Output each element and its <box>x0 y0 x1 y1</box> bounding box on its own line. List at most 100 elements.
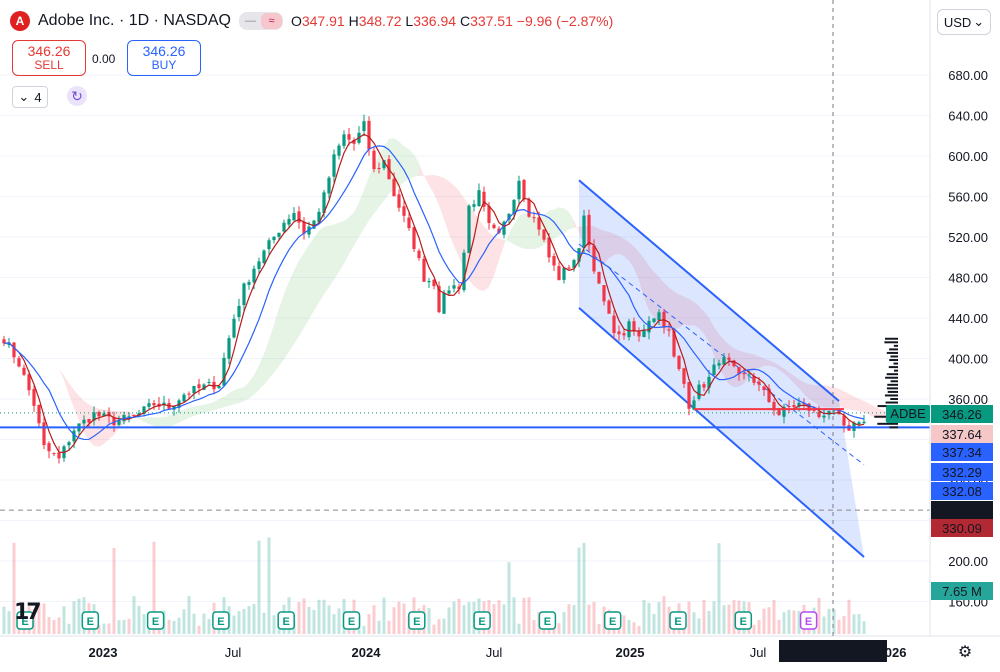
volume-bar <box>397 601 401 634</box>
candlesticks <box>2 114 866 464</box>
gear-icon[interactable]: ⚙ <box>957 644 973 661</box>
volume-bar <box>712 601 716 634</box>
earnings-marker[interactable]: E <box>277 611 295 630</box>
candle-body <box>197 384 201 389</box>
earnings-marker[interactable]: E <box>408 611 426 630</box>
channel-lower-line[interactable] <box>578 307 865 558</box>
buy-label: BUY <box>151 58 177 72</box>
toggle-right-icon[interactable]: ≈ <box>260 13 282 29</box>
cloud-segment <box>169 412 174 427</box>
candle-body <box>87 419 91 423</box>
earnings-marker[interactable]: E <box>212 611 230 630</box>
volume-bar <box>642 599 646 634</box>
cloud-segment <box>324 225 329 295</box>
cloud-segment <box>319 226 324 303</box>
cloud-segment <box>444 177 449 234</box>
indicators-toggle-button[interactable]: ⌄ 4 <box>12 86 48 108</box>
volume-bar <box>252 604 256 634</box>
profile-bar <box>889 426 898 429</box>
cloud-segment <box>669 287 674 332</box>
candle-body <box>417 250 421 259</box>
volume-bar <box>832 608 836 634</box>
earnings-marker[interactable]: E <box>473 611 491 630</box>
candle-body <box>252 268 256 283</box>
cloud-segment <box>734 348 739 388</box>
earnings-marker[interactable]: E <box>734 611 753 630</box>
price-labels: 346.26 337.64 337.34 332.29 332.08 250.20 330.… <box>886 405 993 600</box>
cloud-segment <box>649 265 654 318</box>
price-label: 250.20 <box>931 501 993 519</box>
refresh-icon[interactable]: ↻ <box>67 86 87 106</box>
volume-bar <box>562 611 566 634</box>
symbol-tag: ADBE <box>886 405 930 423</box>
price-label-bg <box>931 582 993 600</box>
earnings-marker[interactable]: E <box>16 611 34 630</box>
candle-body <box>292 213 296 221</box>
cloud-segment <box>434 175 439 206</box>
volume-bar <box>52 619 56 634</box>
candle-body <box>812 409 816 411</box>
earnings-marker[interactable]: E <box>669 611 687 630</box>
candle-body <box>642 330 646 338</box>
horizontal-lines[interactable] <box>0 408 930 511</box>
earnings-marker[interactable]: E <box>538 611 557 630</box>
cloud-segment <box>334 222 339 280</box>
candle-body <box>692 400 696 410</box>
chart-style-toggle[interactable]: — ≈ <box>238 12 283 30</box>
earnings-marker[interactable]: E <box>342 611 361 630</box>
cloud-segment <box>814 385 819 406</box>
candle-body <box>17 358 21 367</box>
cloud-segment <box>359 189 364 237</box>
cloud-segment <box>69 383 74 409</box>
cloud-segment <box>624 238 629 261</box>
toggle-left-icon[interactable]: — <box>244 15 256 27</box>
earnings-marker-label: E <box>283 616 290 628</box>
volume-bar <box>847 599 851 634</box>
volume-bar <box>127 618 131 634</box>
time-axis[interactable]: 2023 Jul 2024 Jul 2025 Jul 2026 <box>0 635 1000 660</box>
price-label-text: 330.09 <box>942 521 982 536</box>
volume-bar <box>442 618 446 634</box>
volume-bar <box>317 599 321 634</box>
buy-button[interactable]: 346.26 BUY <box>127 40 201 76</box>
tradingview-logo-icon[interactable]: 17 <box>14 600 42 625</box>
symbol-title[interactable]: Adobe Inc. · 1D · NASDAQ <box>38 12 231 29</box>
candle-body <box>512 199 516 214</box>
earnings-marker[interactable]: E <box>603 611 622 630</box>
cloud-segment <box>519 212 524 249</box>
price-label: 332.08 <box>931 482 993 500</box>
volume-bar <box>532 620 536 634</box>
candle-body <box>327 177 331 194</box>
price-axis[interactable]: 160.00200.00240.00280.00320.00360.00400.… <box>929 0 988 636</box>
cloud-segment <box>674 291 679 331</box>
volume-bar <box>557 623 561 634</box>
volume-bar <box>302 598 306 634</box>
cloud-segment <box>39 347 44 353</box>
volume-bar <box>197 625 201 634</box>
earnings-marker-box <box>669 611 687 630</box>
volume-bar <box>652 613 656 634</box>
earnings-marker[interactable]: E <box>146 611 165 630</box>
volume-bar <box>152 541 156 634</box>
cloud-segment <box>849 393 854 411</box>
candle-body <box>352 140 356 144</box>
candle-body <box>532 217 536 219</box>
volume-bar <box>377 620 381 634</box>
candle-body <box>12 342 16 358</box>
earnings-marker[interactable]: E <box>81 611 100 630</box>
chevron-down-icon: ⌄ <box>973 14 985 29</box>
earnings-marker[interactable]: E <box>799 611 818 630</box>
sell-button[interactable]: 346.26 SELL <box>12 40 86 76</box>
cloud-segment <box>394 138 399 190</box>
candle-body <box>857 422 861 425</box>
volume-bar <box>432 624 436 634</box>
candle-body <box>287 218 291 225</box>
candle-body <box>242 283 246 306</box>
channel-upper-line[interactable] <box>578 179 840 402</box>
cloud-segment <box>694 301 699 329</box>
volume-bar <box>622 615 626 634</box>
currency-select[interactable]: USD ⌄ <box>937 9 991 35</box>
volume-bar <box>842 615 846 634</box>
